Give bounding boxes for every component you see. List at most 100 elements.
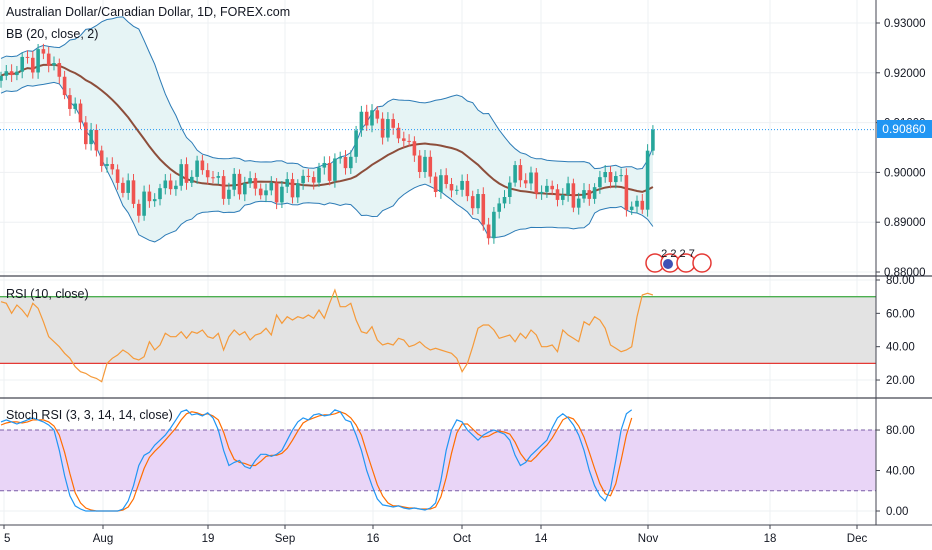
candle-body[interactable] xyxy=(221,176,226,199)
candle-body[interactable] xyxy=(486,224,491,239)
candle-body[interactable] xyxy=(227,189,231,199)
candle-body[interactable] xyxy=(142,191,146,216)
candle-body[interactable] xyxy=(481,194,486,225)
candle-body[interactable] xyxy=(126,180,130,193)
candle-body[interactable] xyxy=(105,163,109,166)
candle-body[interactable] xyxy=(476,194,480,209)
candle-body[interactable] xyxy=(163,180,168,189)
candle-body[interactable] xyxy=(455,189,459,191)
candle-body[interactable] xyxy=(343,157,348,169)
candle-body[interactable] xyxy=(52,63,56,66)
candle-body[interactable] xyxy=(513,165,517,183)
candle-body[interactable] xyxy=(20,56,24,72)
candle-body[interactable] xyxy=(423,156,427,173)
candle-body[interactable] xyxy=(508,182,512,197)
candle-body[interactable] xyxy=(243,183,247,195)
candle-body[interactable] xyxy=(285,179,289,187)
candle-body[interactable] xyxy=(237,173,242,195)
candle-body[interactable] xyxy=(386,119,390,138)
candle-body[interactable] xyxy=(41,49,46,54)
candle-body[interactable] xyxy=(73,103,77,109)
candle-body[interactable] xyxy=(248,178,252,184)
candle-body[interactable] xyxy=(566,183,570,195)
events-markers[interactable]: 2 2 2 7 xyxy=(645,248,712,273)
candle-body[interactable] xyxy=(645,150,650,210)
candle-body[interactable] xyxy=(89,129,93,145)
candle-body[interactable] xyxy=(518,165,523,181)
candle-body[interactable] xyxy=(301,175,305,184)
candle-body[interactable] xyxy=(651,129,655,151)
candle-body[interactable] xyxy=(619,175,623,177)
candle-body[interactable] xyxy=(497,203,501,212)
price-axis[interactable]: 0.930000.920000.910000.900000.890000.880… xyxy=(876,18,926,518)
candle-body[interactable] xyxy=(216,176,221,178)
candle-body[interactable] xyxy=(359,111,364,131)
candle-body[interactable] xyxy=(529,172,533,184)
candle-body[interactable] xyxy=(84,122,88,145)
candle-body[interactable] xyxy=(407,140,411,142)
candle-body[interactable] xyxy=(152,199,157,202)
rsi-indicator-label[interactable]: RSI (10, close) xyxy=(6,287,89,301)
candle-body[interactable] xyxy=(364,111,369,126)
candle-body[interactable] xyxy=(534,172,539,194)
candle-body[interactable] xyxy=(110,163,115,170)
candle-body[interactable] xyxy=(380,118,385,138)
candle-body[interactable] xyxy=(274,182,279,203)
candle-body[interactable] xyxy=(640,200,645,210)
candle-body[interactable] xyxy=(205,170,210,178)
candle-body[interactable] xyxy=(375,110,380,119)
candle-body[interactable] xyxy=(311,177,316,183)
candle-body[interactable] xyxy=(333,158,337,181)
candle-body[interactable] xyxy=(402,138,406,141)
stoch-rsi-indicator-label[interactable]: Stoch RSI (3, 3, 14, 14, close) xyxy=(6,408,173,422)
candle-body[interactable] xyxy=(15,71,19,76)
candle-body[interactable] xyxy=(614,176,618,183)
candle-body[interactable] xyxy=(444,175,448,185)
candle-body[interactable] xyxy=(290,179,295,198)
candle-body[interactable] xyxy=(0,75,3,81)
candle-body[interactable] xyxy=(629,206,634,210)
candle-body[interactable] xyxy=(147,191,152,202)
candle-body[interactable] xyxy=(9,71,14,76)
candle-body[interactable] xyxy=(550,185,554,190)
candle-body[interactable] xyxy=(137,203,141,216)
candle-body[interactable] xyxy=(121,182,125,193)
candlesticks[interactable] xyxy=(0,43,655,245)
candle-body[interactable] xyxy=(598,177,602,188)
candle-body[interactable] xyxy=(582,190,586,199)
candle-body[interactable] xyxy=(190,176,194,183)
candle-body[interactable] xyxy=(428,156,433,177)
candle-body[interactable] xyxy=(31,57,35,73)
candle-body[interactable] xyxy=(322,162,327,168)
candle-body[interactable] xyxy=(25,56,30,58)
candle-body[interactable] xyxy=(317,167,321,183)
candle-body[interactable] xyxy=(502,196,507,204)
candle-body[interactable] xyxy=(635,200,639,207)
candle-body[interactable] xyxy=(57,63,62,77)
candle-body[interactable] xyxy=(349,156,353,169)
candle-body[interactable] xyxy=(131,180,136,204)
candle-body[interactable] xyxy=(179,164,183,186)
candle-body[interactable] xyxy=(592,187,597,199)
candle-body[interactable] xyxy=(370,110,374,126)
candle-body[interactable] xyxy=(523,180,528,184)
candle-body[interactable] xyxy=(561,194,565,200)
candle-body[interactable] xyxy=(439,175,443,192)
candle-body[interactable] xyxy=(115,169,120,183)
candle-body[interactable] xyxy=(99,150,104,166)
candle-body[interactable] xyxy=(195,160,199,177)
candle-body[interactable] xyxy=(555,189,560,200)
candle-body[interactable] xyxy=(184,164,189,183)
candle-body[interactable] xyxy=(412,141,417,156)
candle-body[interactable] xyxy=(36,49,40,73)
candle-body[interactable] xyxy=(396,127,401,139)
event-marker[interactable] xyxy=(692,253,712,273)
candle-body[interactable] xyxy=(46,53,51,66)
candle-body[interactable] xyxy=(576,198,581,208)
candle-body[interactable] xyxy=(338,157,342,159)
candle-body[interactable] xyxy=(608,171,613,183)
candle-body[interactable] xyxy=(168,180,173,190)
candle-body[interactable] xyxy=(587,190,592,199)
candle-body[interactable] xyxy=(354,130,358,157)
